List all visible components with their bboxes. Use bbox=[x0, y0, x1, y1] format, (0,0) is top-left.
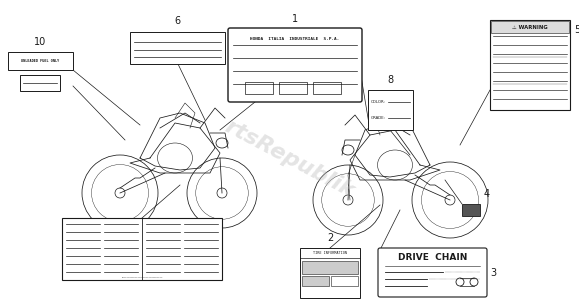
Bar bbox=[302, 276, 329, 286]
Bar bbox=[300, 248, 360, 298]
Bar bbox=[331, 276, 358, 286]
Text: 2: 2 bbox=[327, 233, 333, 243]
Text: TIRE INFORMATION: TIRE INFORMATION bbox=[313, 251, 347, 255]
Text: UNLEADED FUEL ONLY: UNLEADED FUEL ONLY bbox=[21, 59, 60, 63]
Text: 1: 1 bbox=[292, 14, 298, 24]
Bar bbox=[279, 82, 307, 94]
Bar bbox=[462, 204, 480, 216]
Text: HONDA  ITALIA  INDUSTRIALE  S.P.A.: HONDA ITALIA INDUSTRIALE S.P.A. bbox=[250, 37, 340, 41]
Text: 6: 6 bbox=[174, 16, 181, 26]
Bar bbox=[20, 75, 60, 91]
Text: 5: 5 bbox=[574, 25, 579, 35]
Text: ______________________________: ______________________________ bbox=[122, 274, 163, 278]
Bar bbox=[368, 90, 413, 130]
Text: 3: 3 bbox=[490, 267, 496, 278]
Bar bbox=[491, 21, 569, 33]
Bar bbox=[302, 261, 358, 274]
Bar bbox=[245, 82, 273, 94]
Text: 8: 8 bbox=[387, 75, 394, 85]
Text: rtsRepublik: rtsRepublik bbox=[221, 116, 358, 201]
Text: COLOR:: COLOR: bbox=[371, 100, 386, 104]
Text: 4: 4 bbox=[484, 189, 490, 199]
Text: DRIVE  CHAIN: DRIVE CHAIN bbox=[398, 253, 467, 263]
FancyBboxPatch shape bbox=[378, 248, 487, 297]
Text: 10: 10 bbox=[34, 37, 47, 47]
Text: GRADE:: GRADE: bbox=[371, 116, 386, 120]
FancyBboxPatch shape bbox=[228, 28, 362, 102]
Text: ⚠ WARNING: ⚠ WARNING bbox=[512, 24, 548, 30]
Bar bbox=[490, 20, 570, 110]
Bar bbox=[313, 82, 341, 94]
Bar bbox=[130, 32, 225, 64]
Bar bbox=[8, 52, 73, 70]
Bar bbox=[62, 218, 222, 280]
